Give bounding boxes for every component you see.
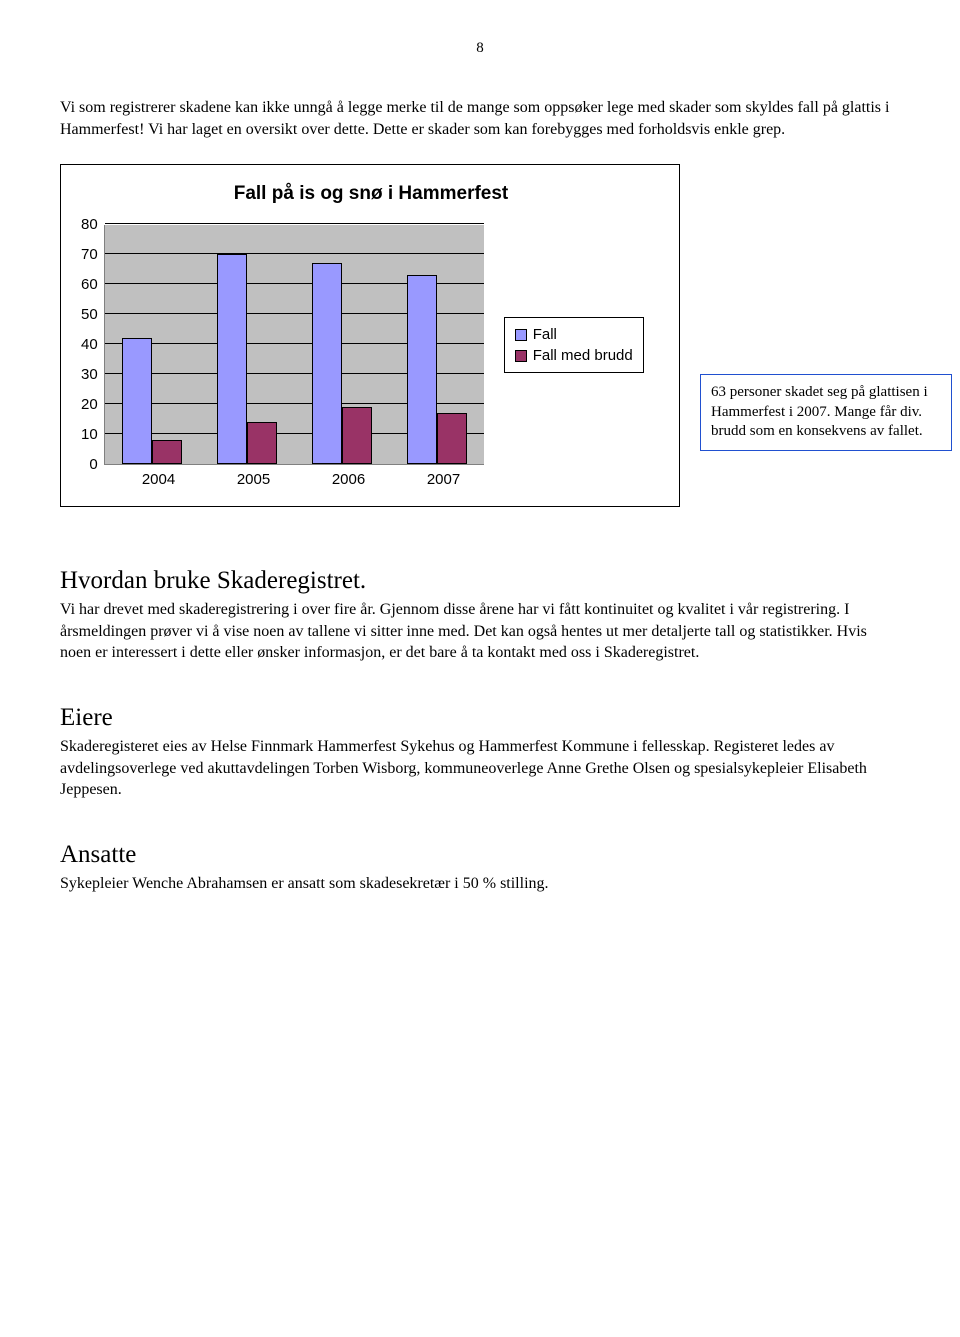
chart-container: Fall på is og snø i Hammerfest 807060504… bbox=[60, 164, 680, 507]
legend-label: Fall bbox=[533, 326, 557, 343]
chart-section: Fall på is og snø i Hammerfest 807060504… bbox=[60, 164, 900, 507]
intro-paragraph: Vi som registrerer skadene kan ikke unng… bbox=[60, 97, 900, 140]
section-body-eiere: Skaderegisteret eies av Helse Finnmark H… bbox=[60, 736, 900, 801]
chart-title: Fall på is og snø i Hammerfest bbox=[81, 183, 661, 205]
x-tick-label: 2004 bbox=[111, 471, 206, 488]
bar bbox=[437, 413, 467, 464]
bar bbox=[122, 338, 152, 464]
section-body-ansatte: Sykepleier Wenche Abrahamsen er ansatt s… bbox=[60, 873, 900, 895]
plot-row: 80706050403020100 Fall Fall med brudd bbox=[81, 225, 661, 465]
bar bbox=[247, 422, 277, 464]
legend-item: Fall bbox=[515, 324, 633, 345]
section-heading-ansatte: Ansatte bbox=[60, 841, 900, 869]
section-heading-eiere: Eiere bbox=[60, 704, 900, 732]
bar bbox=[152, 440, 182, 464]
bar bbox=[217, 254, 247, 464]
legend-item: Fall med brudd bbox=[515, 345, 633, 366]
legend-swatch bbox=[515, 329, 527, 341]
page-number: 8 bbox=[60, 40, 900, 57]
chart-legend: Fall Fall med brudd bbox=[504, 317, 644, 373]
section-body-skaderegistret: Vi har drevet med skaderegistrering i ov… bbox=[60, 599, 900, 664]
bar bbox=[407, 275, 437, 464]
x-tick-label: 2006 bbox=[301, 471, 396, 488]
legend-label: Fall med brudd bbox=[533, 347, 633, 364]
gridline bbox=[105, 253, 484, 254]
bar bbox=[342, 407, 372, 464]
legend-swatch bbox=[515, 350, 527, 362]
bar bbox=[312, 263, 342, 464]
x-tick-label: 2005 bbox=[206, 471, 301, 488]
section-heading-skaderegistret: Hvordan bruke Skaderegistret. bbox=[60, 567, 900, 595]
x-tick-label: 2007 bbox=[396, 471, 491, 488]
annotation-callout: 63 personer skadet seg på glattisen i Ha… bbox=[700, 374, 952, 451]
x-axis: 2004200520062007 bbox=[111, 471, 491, 488]
plot-area bbox=[104, 225, 484, 465]
y-axis: 80706050403020100 bbox=[81, 225, 98, 465]
gridline bbox=[105, 223, 484, 224]
